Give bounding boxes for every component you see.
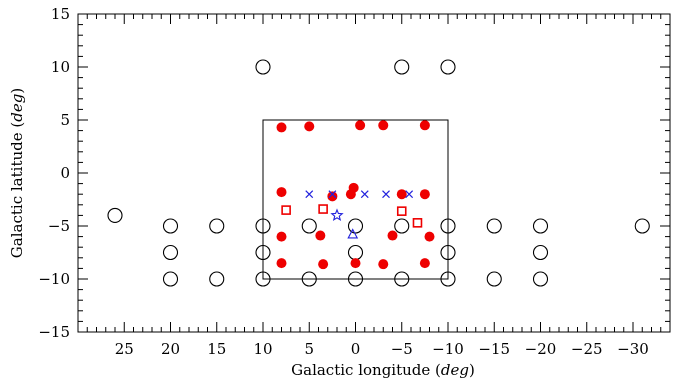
y-axis-label: Galactic latitude (deg) xyxy=(8,88,26,258)
point-open-circle xyxy=(347,244,364,261)
point-filled-circle xyxy=(327,191,338,202)
point-filled-circle xyxy=(396,189,407,200)
y-tick-label: 15 xyxy=(51,5,70,23)
point-open-circle xyxy=(162,271,179,287)
point-open-circle xyxy=(301,271,317,287)
point-open-square xyxy=(318,204,328,214)
point-filled-circle xyxy=(387,230,398,241)
point-open-circle xyxy=(301,218,317,234)
point-open-circle xyxy=(209,271,225,287)
point-open-square xyxy=(396,206,407,216)
point-filled-circle xyxy=(276,187,287,198)
point-filled-circle xyxy=(419,258,430,269)
x-tick-label: −25 xyxy=(571,340,603,358)
y-tick-label: −10 xyxy=(38,270,70,288)
point-cross xyxy=(305,190,314,199)
point-filled-circle xyxy=(345,189,356,200)
point-open-circle xyxy=(440,271,456,287)
y-tick-label: 0 xyxy=(60,164,70,182)
point-open-circle xyxy=(440,218,456,234)
point-open-circle xyxy=(255,218,271,234)
x-tick-label: −20 xyxy=(525,340,557,358)
point-filled-circle xyxy=(355,120,366,131)
axis-tick-labels: 25 20 15 10 5 0 −5 −10 −15 −20 −25 −30 −15 −10 −5 0 5 10 1… xyxy=(38,5,648,358)
point-open-circle xyxy=(532,218,549,234)
point-filled-circle xyxy=(424,231,435,242)
x-tick-label: 25 xyxy=(115,340,134,358)
y-tick-label: 10 xyxy=(51,58,70,76)
x-tick-label: 20 xyxy=(161,340,180,358)
x-tick-label: 0 xyxy=(351,340,361,358)
point-filled-circle xyxy=(378,259,389,270)
point-open-circle xyxy=(209,218,225,234)
point-filled-circle xyxy=(350,258,361,269)
point-filled-circle xyxy=(315,230,326,241)
x-tick-label: −5 xyxy=(391,340,413,358)
point-open-circle xyxy=(394,271,410,287)
point-cross xyxy=(382,190,390,199)
point-open-circle xyxy=(486,218,502,234)
x-tick-label: 5 xyxy=(304,340,314,358)
x-tick-label: 15 xyxy=(207,340,226,358)
x-axis-label: Galactic longitude (deg) xyxy=(291,361,475,379)
point-open-circle xyxy=(347,218,364,234)
y-tick-label: −15 xyxy=(38,323,70,341)
point-open-circle xyxy=(162,244,179,261)
point-open-circle xyxy=(634,218,650,234)
point-open-circle xyxy=(532,271,549,287)
survey-region-box xyxy=(262,119,449,280)
point-open-circle xyxy=(255,244,271,261)
point-open-circle xyxy=(394,218,410,234)
x-tick-label: −15 xyxy=(478,340,510,358)
point-open-circle xyxy=(440,244,456,261)
point-filled-circle xyxy=(304,121,315,132)
y-tick-label: 5 xyxy=(60,111,70,129)
point-open-circle xyxy=(394,59,410,75)
point-filled-circle xyxy=(276,231,287,242)
y-tick-label: −5 xyxy=(48,217,70,235)
point-open-circle xyxy=(162,218,179,234)
point-filled-circle xyxy=(276,122,287,133)
point-cross xyxy=(360,190,369,199)
point-open-square xyxy=(412,218,423,228)
point-filled-circle xyxy=(419,189,430,200)
x-tick-label: −10 xyxy=(432,340,464,358)
point-open-circle xyxy=(532,244,549,261)
point-filled-circle xyxy=(276,258,287,269)
point-open-circle xyxy=(440,59,456,75)
point-filled-circle xyxy=(318,259,329,270)
point-open-circle xyxy=(255,59,271,75)
point-cross xyxy=(328,190,337,199)
point-open-circle xyxy=(347,271,364,287)
point-open-circle xyxy=(486,271,502,287)
point-star xyxy=(330,208,344,222)
point-open-circle xyxy=(107,207,123,223)
point-open-square xyxy=(281,205,291,215)
point-open-triangle xyxy=(347,228,359,239)
x-tick-label: 10 xyxy=(253,340,272,358)
point-filled-circle xyxy=(378,120,389,131)
point-open-circle xyxy=(255,271,271,287)
point-filled-circle xyxy=(419,120,430,131)
x-tick-label: −30 xyxy=(617,340,649,358)
data-points xyxy=(107,59,650,287)
axis-ticks xyxy=(77,13,671,333)
point-cross xyxy=(405,190,414,199)
